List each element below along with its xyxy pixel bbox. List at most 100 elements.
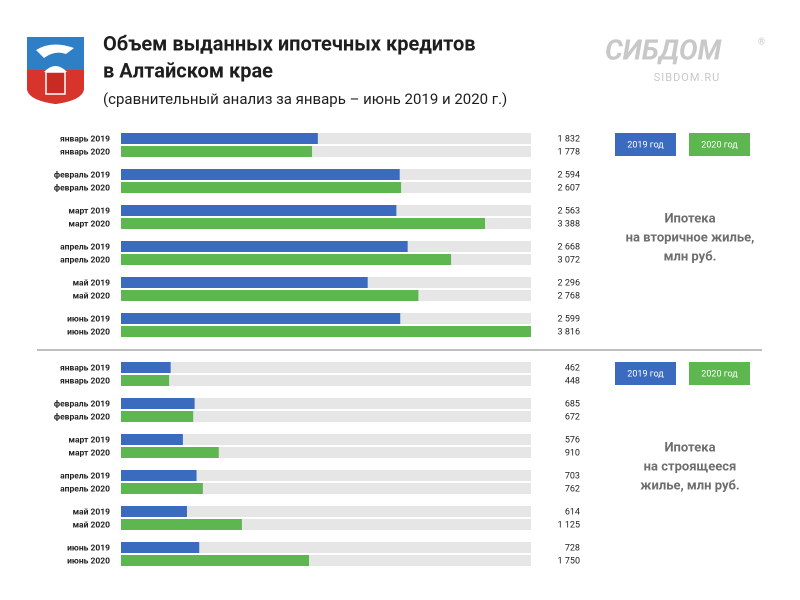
bar-label: март 2019 xyxy=(68,435,110,445)
bar-label: март 2020 xyxy=(68,448,110,458)
bar-label: апрель 2019 xyxy=(60,242,110,252)
region-emblem xyxy=(27,37,84,104)
value-label: 3 388 xyxy=(558,219,580,229)
bar xyxy=(121,290,419,301)
bar-track xyxy=(121,133,531,144)
legend-label: 2019 год xyxy=(627,369,664,379)
bar-track xyxy=(121,506,531,517)
value-label: 1 750 xyxy=(558,556,580,566)
value-label: 910 xyxy=(565,448,580,458)
value-label: 685 xyxy=(565,399,580,409)
bar xyxy=(121,470,197,481)
annotation: млн руб. xyxy=(664,249,717,264)
bar-label: февраль 2020 xyxy=(54,412,110,422)
bar-label: май 2019 xyxy=(73,507,111,517)
value-label: 2 599 xyxy=(558,314,580,324)
bar-label: январь 2020 xyxy=(60,376,110,386)
bar-label: февраль 2020 xyxy=(54,183,110,193)
legend-label: 2020 год xyxy=(701,369,738,379)
title: Объем выданных ипотечных кредитов xyxy=(103,31,476,55)
bar xyxy=(121,506,187,517)
bar-track xyxy=(121,483,531,494)
bar xyxy=(121,241,408,252)
bar-label: июнь 2019 xyxy=(67,543,110,553)
value-label: 1 125 xyxy=(558,520,580,530)
bar-track xyxy=(121,542,531,553)
bar-track xyxy=(121,362,531,373)
value-label: 1 778 xyxy=(558,147,580,157)
bar-track xyxy=(121,434,531,445)
bar xyxy=(121,375,170,386)
bar xyxy=(121,313,401,324)
bar-label: апрель 2020 xyxy=(60,484,110,494)
bar xyxy=(121,447,219,458)
bar-label: январь 2019 xyxy=(60,363,110,373)
value-label: 2 607 xyxy=(558,183,580,193)
bar-label: июнь 2020 xyxy=(67,327,110,337)
value-label: 614 xyxy=(565,507,580,517)
bar-label: январь 2019 xyxy=(60,134,110,144)
brand-mark: ® xyxy=(758,37,765,47)
bar xyxy=(121,483,203,494)
bar xyxy=(121,277,368,288)
bar xyxy=(121,542,200,553)
bar-label: июнь 2020 xyxy=(67,556,110,566)
bar-track xyxy=(121,447,531,458)
bar-label: март 2020 xyxy=(68,219,110,229)
subtitle: (сравнительный анализ за январь – июнь 2… xyxy=(103,90,507,108)
value-label: 2 563 xyxy=(558,206,580,216)
bar-track xyxy=(121,146,531,157)
bar xyxy=(121,362,171,373)
bar-label: май 2020 xyxy=(73,291,111,301)
bar xyxy=(121,398,195,409)
legend-swatch xyxy=(615,133,676,156)
annotation: Ипотека xyxy=(664,211,715,226)
bar xyxy=(121,205,397,216)
annotation: на вторичное жилье, xyxy=(626,230,755,245)
bar xyxy=(121,218,486,229)
value-label: 462 xyxy=(565,363,580,373)
value-label: 703 xyxy=(565,471,580,481)
legend-label: 2020 год xyxy=(701,140,738,150)
value-label: 672 xyxy=(565,412,580,422)
bar-label: февраль 2019 xyxy=(54,399,110,409)
value-label: 728 xyxy=(565,543,580,553)
bar-track xyxy=(121,375,531,386)
value-label: 1 832 xyxy=(558,134,580,144)
legend-swatch xyxy=(689,362,750,385)
bar xyxy=(121,434,183,445)
legend-label: 2019 год xyxy=(627,140,664,150)
bar-label: июнь 2019 xyxy=(67,314,110,324)
bar-track xyxy=(121,470,531,481)
bar xyxy=(121,326,531,337)
value-label: 2 296 xyxy=(558,278,580,288)
brand-site: SIBDOM.RU xyxy=(654,71,721,84)
value-label: 2 768 xyxy=(558,291,580,301)
bar-label: январь 2020 xyxy=(60,147,110,157)
bar-track xyxy=(121,411,531,422)
bar xyxy=(121,182,402,193)
annotation: на строящееся xyxy=(644,459,737,474)
bar-label: март 2019 xyxy=(68,206,110,216)
title: в Алтайском крае xyxy=(103,58,273,82)
value-label: 3 816 xyxy=(558,327,580,337)
legend-swatch xyxy=(689,133,750,156)
value-label: 2 668 xyxy=(558,242,580,252)
bar xyxy=(121,411,194,422)
value-label: 576 xyxy=(565,435,580,445)
bar xyxy=(121,146,313,157)
bar-label: апрель 2019 xyxy=(60,471,110,481)
annotation: жилье, млн руб. xyxy=(640,478,739,493)
bar xyxy=(121,133,318,144)
bar xyxy=(121,169,400,180)
bar-label: апрель 2020 xyxy=(60,255,110,265)
bar xyxy=(121,555,310,566)
value-label: 448 xyxy=(565,376,580,386)
annotation: Ипотека xyxy=(664,440,715,455)
value-label: 3 072 xyxy=(558,255,580,265)
value-label: 762 xyxy=(565,484,580,494)
bar xyxy=(121,519,242,530)
bar-label: май 2019 xyxy=(73,278,111,288)
bar-track xyxy=(121,555,531,566)
